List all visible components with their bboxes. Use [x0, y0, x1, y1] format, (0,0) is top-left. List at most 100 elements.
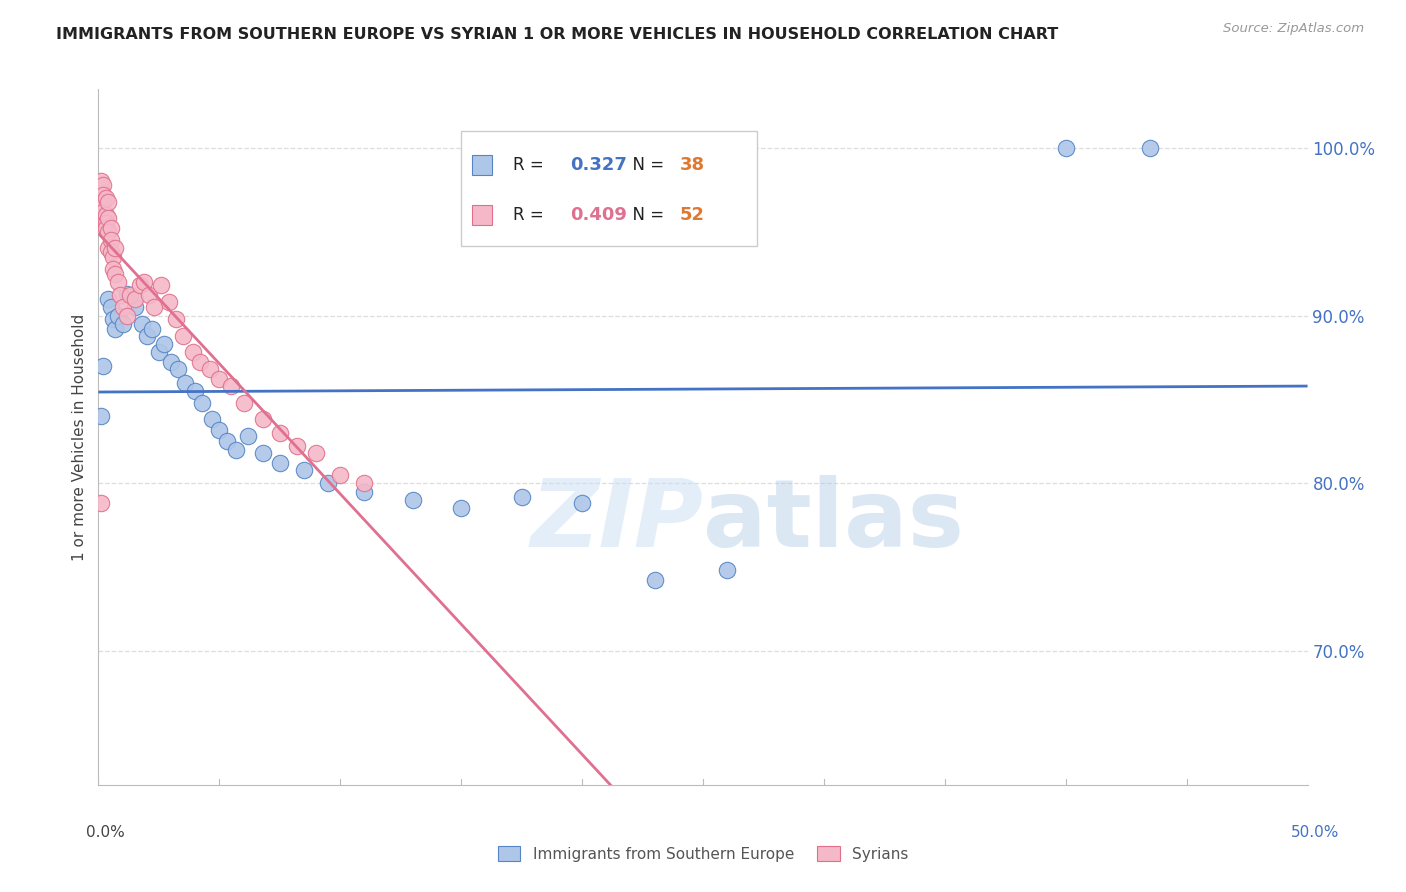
Point — [191, 395, 214, 409]
Point — [107, 309, 129, 323]
Point — [135, 328, 157, 343]
Point — [181, 345, 204, 359]
Point — [141, 322, 163, 336]
Point — [232, 395, 254, 409]
Point — [91, 178, 114, 192]
Point — [97, 211, 120, 226]
FancyBboxPatch shape — [461, 131, 758, 245]
Point — [269, 425, 291, 440]
Point — [90, 191, 112, 205]
Point — [97, 225, 120, 239]
Point — [152, 337, 174, 351]
Point — [91, 204, 114, 219]
Point — [157, 295, 180, 310]
Point — [90, 496, 112, 510]
Point — [91, 187, 114, 202]
Point — [165, 311, 187, 326]
Point — [292, 463, 315, 477]
Point — [94, 208, 117, 222]
Point — [104, 322, 127, 336]
Point — [94, 191, 117, 205]
Point — [97, 292, 120, 306]
Point — [269, 456, 291, 470]
Point — [128, 278, 150, 293]
Text: atlas: atlas — [703, 475, 965, 566]
Point — [90, 174, 112, 188]
Point — [285, 439, 308, 453]
Point — [100, 221, 122, 235]
Point — [118, 288, 141, 302]
Point — [143, 300, 166, 314]
Text: R =: R = — [513, 206, 550, 224]
Text: 0.0%: 0.0% — [86, 825, 125, 840]
Point — [100, 233, 122, 247]
Point — [90, 183, 112, 197]
Point — [91, 359, 114, 373]
Point — [329, 467, 352, 482]
Point — [101, 261, 124, 276]
Point — [198, 362, 221, 376]
Point — [148, 345, 170, 359]
Point — [353, 484, 375, 499]
Y-axis label: 1 or more Vehicles in Household: 1 or more Vehicles in Household — [72, 313, 87, 561]
Point — [117, 286, 139, 301]
Point — [215, 434, 238, 449]
Text: R =: R = — [513, 155, 550, 174]
Point — [172, 328, 194, 343]
Point — [150, 278, 173, 293]
Text: 50.0%: 50.0% — [1291, 825, 1339, 840]
Point — [90, 200, 112, 214]
Point — [111, 300, 134, 314]
Point — [117, 309, 139, 323]
Point — [104, 242, 127, 256]
Point — [160, 355, 183, 369]
Text: Source: ZipAtlas.com: Source: ZipAtlas.com — [1223, 22, 1364, 36]
Point — [134, 275, 156, 289]
Point — [644, 574, 666, 588]
Text: IMMIGRANTS FROM SOUTHERN EUROPE VS SYRIAN 1 OR MORE VEHICLES IN HOUSEHOLD CORREL: IMMIGRANTS FROM SOUTHERN EUROPE VS SYRIA… — [56, 27, 1059, 42]
Point — [107, 275, 129, 289]
Text: 52: 52 — [681, 206, 704, 224]
Point — [97, 194, 120, 209]
Point — [101, 250, 124, 264]
Legend: Immigrants from Southern Europe, Syrians: Immigrants from Southern Europe, Syrians — [492, 839, 914, 868]
Text: N =: N = — [621, 206, 669, 224]
Point — [238, 429, 260, 443]
Point — [402, 492, 425, 507]
Point — [510, 490, 533, 504]
Point — [131, 317, 153, 331]
Point — [108, 288, 131, 302]
Point — [571, 496, 593, 510]
Point — [1054, 141, 1077, 155]
Point — [94, 221, 117, 235]
Point — [208, 423, 231, 437]
Point — [91, 194, 114, 209]
Point — [101, 311, 124, 326]
Text: 0.327: 0.327 — [569, 155, 627, 174]
Point — [100, 300, 122, 314]
Point — [353, 476, 375, 491]
Point — [225, 442, 247, 457]
Text: ZIP: ZIP — [530, 475, 703, 566]
Point — [90, 409, 112, 424]
Point — [100, 244, 122, 259]
Point — [124, 292, 146, 306]
Point — [201, 412, 224, 426]
Point — [138, 288, 160, 302]
Point — [124, 300, 146, 314]
Point — [252, 446, 274, 460]
Point — [184, 384, 207, 398]
Point — [716, 563, 738, 577]
Point — [221, 379, 243, 393]
Point — [252, 412, 274, 426]
Point — [104, 267, 127, 281]
Point — [208, 372, 231, 386]
Point — [188, 355, 211, 369]
Point — [167, 362, 190, 376]
Point — [1139, 141, 1161, 155]
Point — [91, 208, 114, 222]
Point — [94, 216, 117, 230]
Text: 38: 38 — [681, 155, 706, 174]
Point — [111, 317, 134, 331]
Point — [97, 242, 120, 256]
